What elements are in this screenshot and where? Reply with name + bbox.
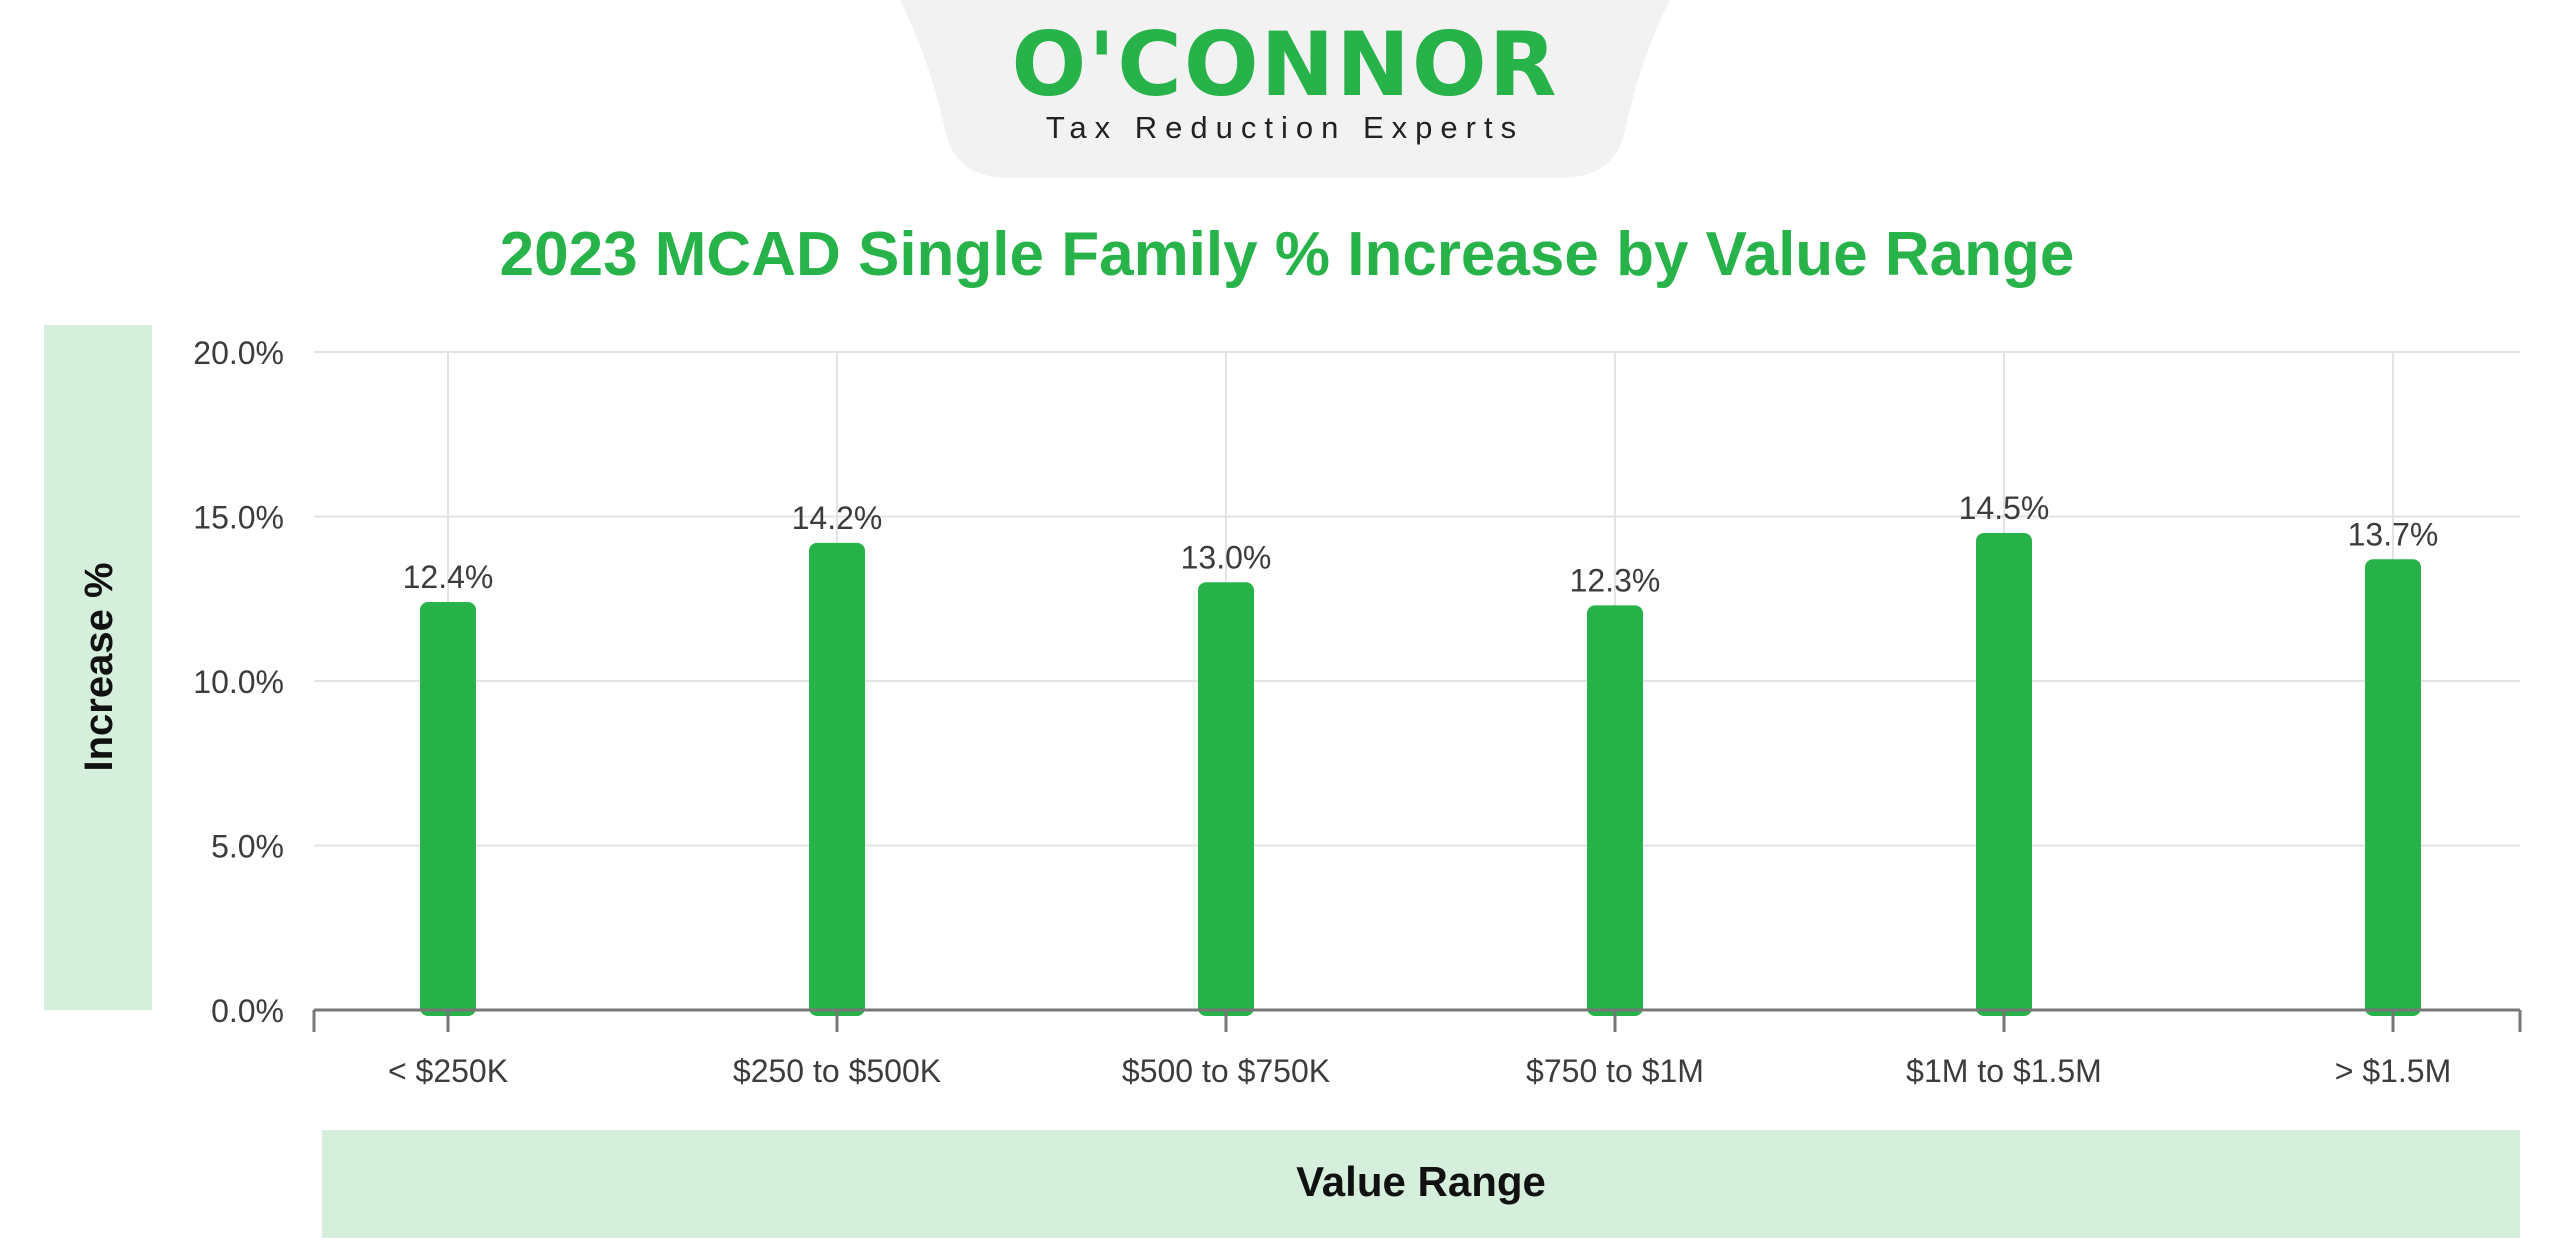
bar-layer <box>420 532 2421 1016</box>
data-label: 14.5% <box>1959 490 2050 526</box>
chart-title: 2023 MCAD Single Family % Increase by Va… <box>500 220 2075 289</box>
y-tick-label: 0.0% <box>211 993 284 1029</box>
y-tick-label: 5.0% <box>211 829 284 865</box>
axis-layer <box>312 1008 2522 1032</box>
x-tick-label: $750 to $1M <box>1526 1053 1704 1089</box>
x-tick-label: $1M to $1.5M <box>1906 1053 2102 1089</box>
data-label: 14.2% <box>792 500 883 536</box>
bar <box>1198 582 1254 1016</box>
y-tick-label: 20.0% <box>193 335 284 371</box>
x-axis-label-panel <box>322 1130 2520 1238</box>
x-tick-label: $500 to $750K <box>1122 1053 1330 1089</box>
data-label: 13.7% <box>2348 516 2439 552</box>
y-axis-label-panel <box>44 325 152 1010</box>
bar <box>1587 605 1643 1016</box>
bar <box>420 602 476 1016</box>
grid-layer <box>314 351 2520 1010</box>
data-label: 12.4% <box>403 559 494 595</box>
x-tick-label: $250 to $500K <box>733 1053 941 1089</box>
bar <box>2365 559 2421 1016</box>
bar <box>1976 532 2032 1016</box>
bar <box>809 542 865 1016</box>
x-axis-label: Value Range <box>1296 1158 1546 1205</box>
y-tick-label: 10.0% <box>193 664 284 700</box>
data-label: 13.0% <box>1181 539 1272 575</box>
data-label: 12.3% <box>1570 562 1661 598</box>
brand-logo: O'CONNOR Tax Reduction Experts <box>1011 13 1558 145</box>
x-tick-label: > $1.5M <box>2335 1053 2452 1089</box>
brand-tagline: Tax Reduction Experts <box>1046 110 1524 145</box>
y-axis-label: Increase % <box>77 562 121 771</box>
label-layer: 0.0% 5.0% 10.0% 15.0% 20.0% 12.4% < $250K 14.2%… <box>193 335 2451 1089</box>
brand-wordmark: O'CONNOR <box>1011 13 1558 116</box>
logo-tab <box>900 0 1670 178</box>
x-tick-label: < $250K <box>388 1053 508 1089</box>
y-tick-label: 15.0% <box>193 500 284 536</box>
